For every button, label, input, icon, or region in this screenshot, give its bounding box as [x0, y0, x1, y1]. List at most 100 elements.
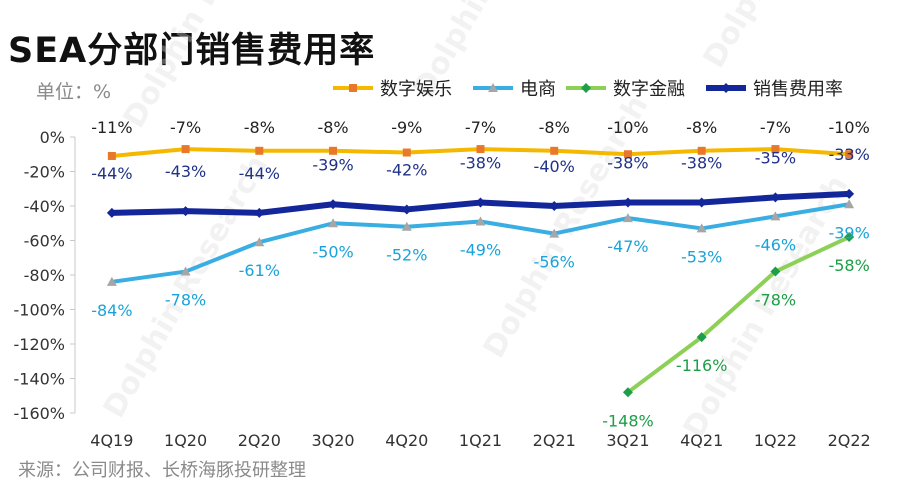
data-label: -38% [681, 154, 722, 173]
data-point-marker [180, 206, 191, 217]
legend-item: 销售费用率 [706, 79, 843, 100]
data-label: -58% [828, 256, 869, 275]
data-point-marker [581, 83, 591, 93]
data-label: -53% [681, 247, 722, 266]
x-tick-label: 1Q21 [459, 431, 502, 450]
data-point-marker [328, 199, 339, 210]
y-tick-label: -20% [24, 163, 65, 182]
data-point-marker [770, 266, 781, 277]
data-point-marker [476, 145, 485, 154]
data-point-marker [549, 228, 560, 238]
data-point-marker [254, 207, 265, 218]
source-note: 来源：公司财报、长桥海豚投研整理 [18, 460, 306, 481]
data-point-marker [770, 192, 781, 203]
data-point-marker [697, 146, 706, 155]
data-label: -7% [465, 118, 496, 137]
data-label: -38% [460, 154, 501, 173]
data-label: -78% [165, 291, 206, 310]
data-label: -61% [239, 261, 280, 280]
legend-item: 数字金融 [566, 79, 685, 100]
data-label: -38% [607, 154, 648, 173]
data-label: -35% [755, 148, 796, 167]
data-point-marker [401, 204, 412, 215]
data-label: -116% [676, 356, 728, 375]
legend-item: 数字娱乐 [333, 79, 452, 100]
data-label: -50% [312, 242, 353, 261]
data-label: -8% [244, 118, 275, 137]
data-label: -78% [755, 291, 796, 310]
data-point-marker [475, 216, 486, 226]
x-tick-label: 2Q22 [828, 431, 871, 450]
data-point-marker [550, 146, 559, 155]
data-point-marker [107, 151, 116, 160]
data-point-marker [401, 221, 412, 231]
y-tick-label: -100% [13, 301, 65, 320]
data-point-marker [721, 83, 731, 93]
data-label: -44% [239, 164, 280, 183]
data-point-marker [254, 237, 265, 247]
series-line [626, 235, 850, 394]
data-label: -56% [534, 253, 575, 272]
data-point-marker [622, 197, 633, 208]
y-tick-label: -160% [13, 404, 65, 423]
x-tick-label: 4Q20 [385, 431, 428, 450]
legend: 数字娱乐 电商 数字金融 销售费用率 [333, 79, 843, 100]
data-point-marker [696, 223, 707, 233]
legend-label: 数字娱乐 [380, 79, 452, 100]
data-point-marker [106, 207, 117, 218]
data-point-marker [402, 148, 411, 157]
data-point-marker [844, 188, 855, 199]
series-数字娱乐 [107, 145, 854, 160]
data-label: -8% [539, 118, 570, 137]
y-tick-label: -140% [13, 370, 65, 389]
data-point-marker [475, 197, 486, 208]
data-point-marker [106, 276, 117, 286]
data-label: -148% [602, 411, 654, 430]
data-label: -43% [165, 162, 206, 181]
data-label: -10% [607, 118, 648, 137]
data-label: -11% [91, 118, 132, 137]
series-销售费用率 [106, 188, 855, 218]
data-label: -10% [828, 118, 869, 137]
chart-title: SEA分部门销售费用率 [8, 31, 376, 71]
legend-label: 数字金融 [613, 79, 685, 100]
x-tick-label: 2Q21 [533, 431, 576, 450]
data-label: -84% [91, 301, 132, 320]
watermark-text: Dolphin Research [117, 0, 296, 134]
x-tick-label: 2Q20 [238, 431, 281, 450]
data-point-marker [771, 145, 780, 154]
data-label: -8% [317, 118, 348, 137]
y-tick-label: 0% [40, 128, 65, 147]
data-point-marker [349, 84, 357, 92]
data-point-marker [328, 218, 339, 228]
data-label: -46% [755, 235, 796, 254]
data-label: -49% [460, 241, 501, 260]
data-label: -40% [534, 157, 575, 176]
data-point-marker [844, 232, 855, 243]
data-labels-layer: -11% -7% -8% -8% -9% -7% -8% -10% -8% -7% -10% -84%… [91, 118, 870, 430]
data-label: -7% [760, 118, 791, 137]
x-tick-label: 4Q21 [680, 431, 723, 450]
data-point-marker [845, 150, 854, 159]
y-tick-label: -80% [24, 266, 65, 285]
data-label: -44% [91, 164, 132, 183]
data-point-marker [623, 150, 632, 159]
data-point-marker [696, 197, 707, 208]
data-point-marker [255, 146, 264, 155]
x-tick-label: 1Q20 [164, 431, 207, 450]
unit-label: 单位：% [36, 81, 112, 103]
data-label: -39% [312, 155, 353, 174]
y-tick-label: -40% [24, 197, 65, 216]
series-layer [106, 145, 855, 398]
data-label: -42% [386, 160, 427, 179]
data-point-marker [488, 83, 498, 92]
y-tick-label: -120% [13, 335, 65, 354]
x-tick-label: 3Q20 [311, 431, 354, 450]
data-label: -47% [607, 237, 648, 256]
data-point-marker [770, 211, 781, 221]
x-tick-label: 4Q19 [90, 431, 133, 450]
data-point-marker [549, 201, 560, 211]
data-label: -52% [386, 246, 427, 265]
legend-label: 销售费用率 [753, 79, 843, 100]
axes: 0% -20% -40% -60% -80% -100% -120% -140% -160% 4Q… [13, 128, 870, 450]
